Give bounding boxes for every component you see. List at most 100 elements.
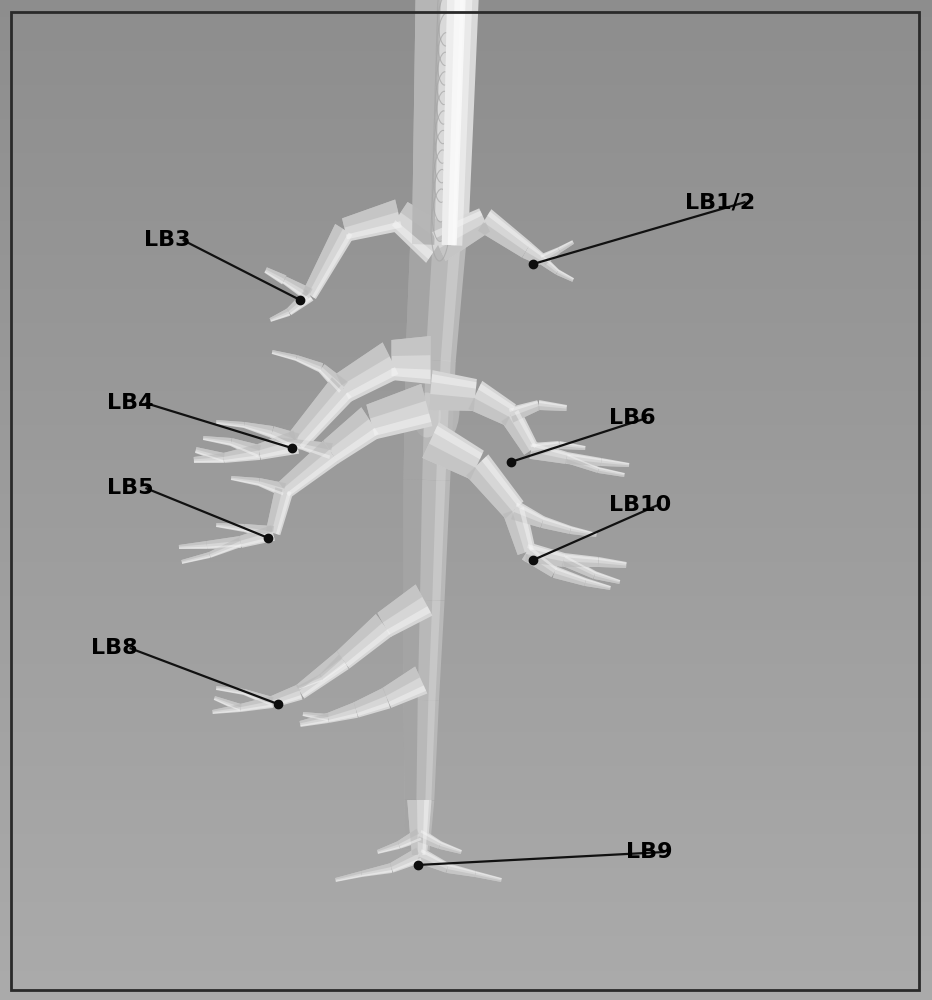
Polygon shape xyxy=(244,689,274,701)
Polygon shape xyxy=(224,455,260,462)
Polygon shape xyxy=(432,480,445,600)
Polygon shape xyxy=(327,702,356,717)
Polygon shape xyxy=(501,409,539,455)
Polygon shape xyxy=(565,453,599,473)
Polygon shape xyxy=(478,222,526,257)
Polygon shape xyxy=(212,704,240,712)
Polygon shape xyxy=(391,336,431,356)
Polygon shape xyxy=(584,578,610,590)
Polygon shape xyxy=(273,695,302,707)
Polygon shape xyxy=(302,447,330,459)
Polygon shape xyxy=(594,576,620,584)
Polygon shape xyxy=(558,270,574,279)
Polygon shape xyxy=(297,674,322,690)
Polygon shape xyxy=(503,506,536,555)
Polygon shape xyxy=(540,261,557,274)
Polygon shape xyxy=(568,454,599,469)
Polygon shape xyxy=(179,541,207,547)
Polygon shape xyxy=(377,841,399,852)
Polygon shape xyxy=(441,246,460,361)
Polygon shape xyxy=(519,507,534,551)
Polygon shape xyxy=(216,420,244,424)
Polygon shape xyxy=(195,451,223,462)
Polygon shape xyxy=(303,224,354,299)
Ellipse shape xyxy=(413,392,441,438)
Polygon shape xyxy=(258,478,286,497)
Polygon shape xyxy=(539,400,567,411)
Polygon shape xyxy=(446,869,475,877)
Polygon shape xyxy=(514,410,537,448)
Polygon shape xyxy=(400,838,421,848)
Polygon shape xyxy=(270,684,299,701)
Polygon shape xyxy=(501,416,529,455)
Polygon shape xyxy=(429,600,441,700)
Polygon shape xyxy=(207,544,240,548)
Polygon shape xyxy=(295,651,342,691)
Polygon shape xyxy=(361,863,392,877)
Polygon shape xyxy=(216,686,244,691)
Polygon shape xyxy=(265,267,286,284)
Polygon shape xyxy=(377,584,432,637)
Polygon shape xyxy=(404,799,417,850)
Polygon shape xyxy=(329,713,358,722)
Polygon shape xyxy=(269,308,289,320)
Polygon shape xyxy=(541,523,570,534)
Text: LB5: LB5 xyxy=(107,478,154,498)
Polygon shape xyxy=(216,423,244,427)
Polygon shape xyxy=(244,422,273,431)
Polygon shape xyxy=(323,407,380,463)
Polygon shape xyxy=(300,392,351,449)
Polygon shape xyxy=(303,715,328,721)
Polygon shape xyxy=(397,829,418,844)
Polygon shape xyxy=(446,863,476,877)
Polygon shape xyxy=(511,501,544,528)
Polygon shape xyxy=(272,353,296,360)
Polygon shape xyxy=(203,439,231,445)
Ellipse shape xyxy=(402,370,459,450)
Polygon shape xyxy=(257,430,299,460)
Polygon shape xyxy=(216,686,244,695)
Polygon shape xyxy=(296,355,323,367)
Polygon shape xyxy=(522,553,554,577)
Polygon shape xyxy=(272,426,299,440)
Polygon shape xyxy=(212,704,241,714)
Polygon shape xyxy=(288,377,354,450)
Polygon shape xyxy=(216,523,244,532)
Polygon shape xyxy=(207,536,240,544)
Polygon shape xyxy=(275,437,304,450)
Polygon shape xyxy=(270,426,299,450)
Polygon shape xyxy=(382,667,428,708)
Polygon shape xyxy=(566,459,601,466)
Polygon shape xyxy=(541,248,558,258)
Polygon shape xyxy=(429,394,475,411)
Polygon shape xyxy=(258,484,283,495)
Polygon shape xyxy=(334,428,378,461)
Polygon shape xyxy=(522,545,557,577)
Polygon shape xyxy=(342,200,403,242)
Polygon shape xyxy=(404,359,456,481)
Polygon shape xyxy=(299,297,311,304)
Polygon shape xyxy=(412,0,479,246)
Polygon shape xyxy=(240,525,275,548)
Polygon shape xyxy=(353,688,391,718)
Polygon shape xyxy=(270,684,303,708)
Polygon shape xyxy=(282,281,308,300)
Polygon shape xyxy=(214,696,241,707)
Polygon shape xyxy=(209,537,240,554)
Polygon shape xyxy=(598,468,624,474)
Polygon shape xyxy=(194,453,224,463)
Polygon shape xyxy=(243,689,274,707)
Polygon shape xyxy=(182,552,211,564)
Polygon shape xyxy=(336,342,390,385)
Polygon shape xyxy=(260,447,298,458)
Polygon shape xyxy=(525,542,565,567)
Polygon shape xyxy=(275,437,304,444)
Polygon shape xyxy=(570,527,596,534)
Polygon shape xyxy=(407,800,418,835)
Text: LB3: LB3 xyxy=(144,230,191,250)
Polygon shape xyxy=(559,446,585,450)
Polygon shape xyxy=(565,459,598,473)
Polygon shape xyxy=(382,667,420,696)
Polygon shape xyxy=(266,267,286,279)
Polygon shape xyxy=(530,442,559,447)
